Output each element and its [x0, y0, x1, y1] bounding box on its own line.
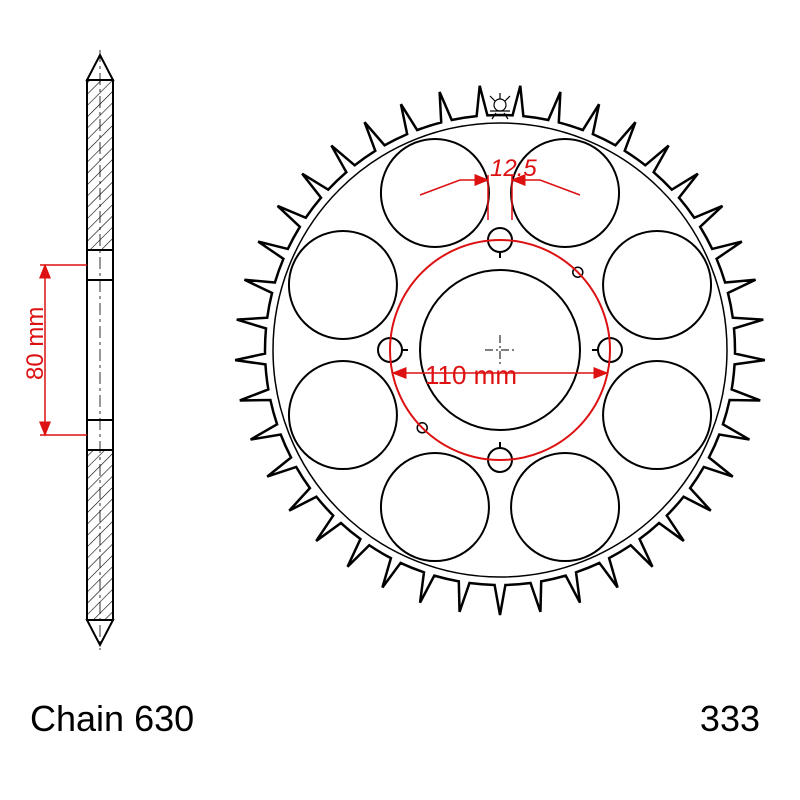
dimension-label-110: 110 mm [425, 360, 517, 391]
drawing-canvas: 80 mm 110 mm 12.5 Chain 630 333 [0, 0, 800, 800]
side-view [40, 50, 113, 650]
chain-label: Chain 630 [30, 698, 194, 740]
part-number: 333 [700, 698, 760, 740]
dimension-label-80: 80 mm [22, 307, 50, 380]
dimension-label-12-5: 12.5 [490, 155, 537, 183]
drawing-svg [0, 0, 800, 800]
